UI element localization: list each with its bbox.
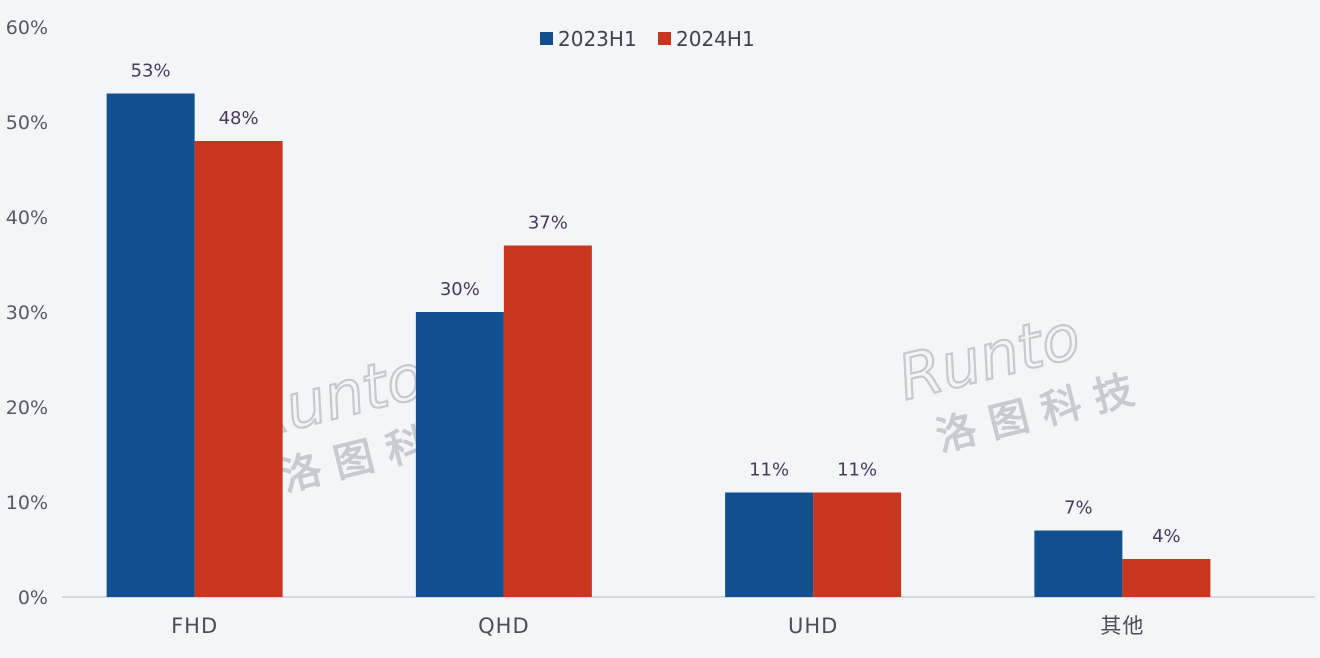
- data-label: 37%: [528, 213, 568, 234]
- data-label: 7%: [1064, 498, 1093, 519]
- data-label: 53%: [131, 61, 171, 82]
- y-tick-label: 50%: [6, 112, 48, 134]
- legend-label: 2023H1: [558, 27, 637, 51]
- watermark-right: Runto 洛 图 科 技: [890, 298, 1139, 461]
- y-tick-label: 30%: [6, 302, 48, 324]
- bar-2024H1-FHD: [194, 141, 283, 597]
- bar-2023H1-其他: [1034, 530, 1123, 597]
- bars-layer: [106, 93, 1211, 597]
- y-tick-label: 0%: [18, 587, 48, 609]
- y-tick-label: 20%: [6, 397, 48, 419]
- category-label: 其他: [1100, 614, 1144, 638]
- y-axis: 0% 10% 20% 30% 40% 50% 60%: [6, 17, 48, 609]
- bar-2024H1-其他: [1122, 559, 1211, 597]
- legend-swatch: [658, 32, 671, 45]
- category-label: QHD: [478, 614, 530, 638]
- category-label: UHD: [788, 614, 838, 638]
- legend-swatch: [540, 32, 553, 45]
- watermark-layer: Runto 洛 图 科 技 Runto 洛 图 科 技: [235, 298, 1139, 501]
- bar-2023H1-FHD: [106, 93, 195, 597]
- bar-2024H1-UHD: [813, 492, 902, 597]
- legend: 2023H1 2024H1: [540, 27, 755, 51]
- category-labels-layer: FHD QHD UHD 其他: [171, 614, 1144, 638]
- y-tick-label: 60%: [6, 17, 48, 39]
- bar-2024H1-QHD: [503, 245, 592, 597]
- data-label: 11%: [749, 460, 789, 481]
- data-label: 4%: [1152, 526, 1181, 547]
- data-label: 48%: [219, 108, 259, 129]
- data-label: 30%: [440, 279, 480, 300]
- bar-2023H1-QHD: [415, 312, 504, 597]
- bar-2023H1-UHD: [725, 492, 814, 597]
- legend-label: 2024H1: [676, 27, 755, 51]
- y-tick-label: 40%: [6, 207, 48, 229]
- data-label: 11%: [837, 460, 877, 481]
- category-label: FHD: [171, 614, 218, 638]
- y-tick-label: 10%: [6, 492, 48, 514]
- data-labels-layer: 53% 48% 30% 37% 11% 11% 7% 4%: [131, 61, 1181, 548]
